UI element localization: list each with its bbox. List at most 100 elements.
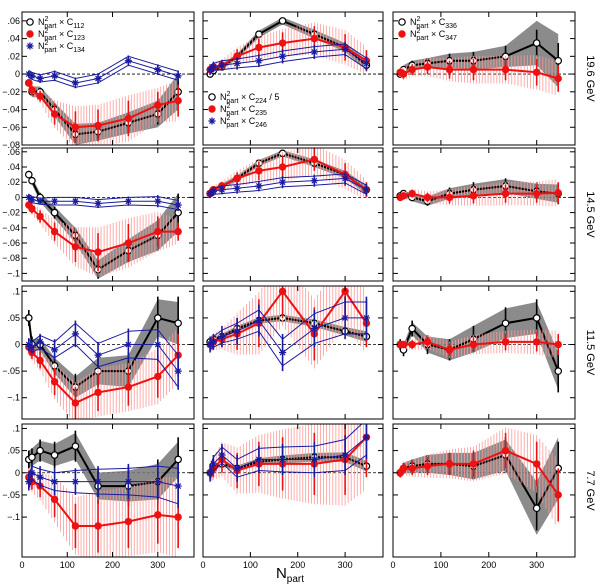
data-point [399,192,408,200]
data-point [209,63,218,71]
data-point [28,72,36,80]
series-red [396,427,562,525]
data-point [233,464,241,472]
data-point [469,65,478,74]
systematic-band [400,20,559,88]
data-point [206,66,214,74]
data-point [278,17,287,25]
data-point [94,388,102,397]
data-point [25,70,33,78]
y-tick-label: .02 [7,177,20,187]
data-point [71,123,80,131]
data-point [94,478,102,486]
data-point [94,248,102,256]
data-point [36,92,44,100]
data-point [174,455,182,464]
data-point [206,469,214,477]
data-point [532,314,541,322]
energy-label: 14.5 GeV [584,191,596,238]
energy-label: 19.6 GeV [584,55,596,102]
y-tick-label: −.05 [2,490,20,500]
systematic-band [28,171,179,279]
data-point [28,176,36,185]
data-point [50,208,59,217]
data-point [469,192,478,200]
data-point [50,451,59,459]
data-point [255,455,263,464]
data-point [554,74,562,83]
plot-area [22,430,194,557]
legend-label: N2 part × C224 / 5 [220,91,279,105]
series-blue [206,172,371,199]
data-point [423,193,432,202]
data-point [124,478,132,486]
series-blue [25,55,182,89]
y-tick-label: −.1 [7,512,20,522]
series-red [396,329,562,359]
x-axis-title: Npart [276,565,304,585]
data-point [501,446,510,455]
panel-frame [202,11,384,146]
x-tick-label: 200 [105,560,120,570]
data-point [341,174,349,182]
y-tick-label: .05 [7,446,20,456]
y-tick-label: .06 [7,147,20,157]
plot-area [203,148,383,199]
data-point [233,174,241,183]
series-blue [25,193,182,212]
plot-area [393,20,575,95]
panel-r2-c2 [202,147,384,282]
y-tick-label: −.08 [2,140,20,150]
panel-frame [392,423,576,558]
data-point [209,338,218,346]
y-tick-label: −.06 [2,238,20,248]
data-point [255,57,263,65]
data-point [124,239,133,247]
data-point [50,227,59,236]
plot-area [203,286,383,372]
data-point [310,34,319,43]
y-tick-label: .04 [7,162,20,172]
data-point [36,356,44,365]
data-point [278,287,287,296]
data-point [278,178,287,186]
plot-area [203,17,383,78]
panel-r1-c3: 19.6 GeV [392,11,596,146]
data-point [154,66,162,74]
plot-area [203,424,383,506]
x-tick-label: 100 [60,560,75,570]
data-point [341,451,349,459]
data-point [423,63,432,71]
data-point [94,199,102,208]
data-point [124,197,132,205]
hatched-systematics [209,286,364,369]
data-point [174,482,182,490]
systematic-band [28,432,179,502]
panel-grid: −.08 −.06 −.04 −.02 0 .02 .04 .06 19.6 GeV −.1 −.0… [2,11,596,570]
panel-r3-c3: 11.5 GeV [392,285,596,420]
series-red [396,55,562,95]
data-point [154,227,162,236]
series-red [25,330,182,419]
data-point [532,460,541,468]
data-point [218,61,226,69]
data-point [408,189,416,198]
y-tick-label: .06 [7,16,20,26]
data-point [408,65,416,74]
data-point [28,469,36,477]
data-point [233,184,241,192]
data-point [209,187,218,195]
data-point [362,314,371,322]
data-point [310,455,318,464]
data-point [255,182,263,190]
data-point [28,453,36,462]
data-point [445,65,454,74]
systematic-band [210,17,367,76]
y-tick-label: −.1 [7,393,20,403]
data-point [423,338,432,346]
data-point [36,446,44,455]
panel-frame [21,423,195,558]
data-point [278,348,287,357]
y-tick-label: −.1 [7,268,20,278]
